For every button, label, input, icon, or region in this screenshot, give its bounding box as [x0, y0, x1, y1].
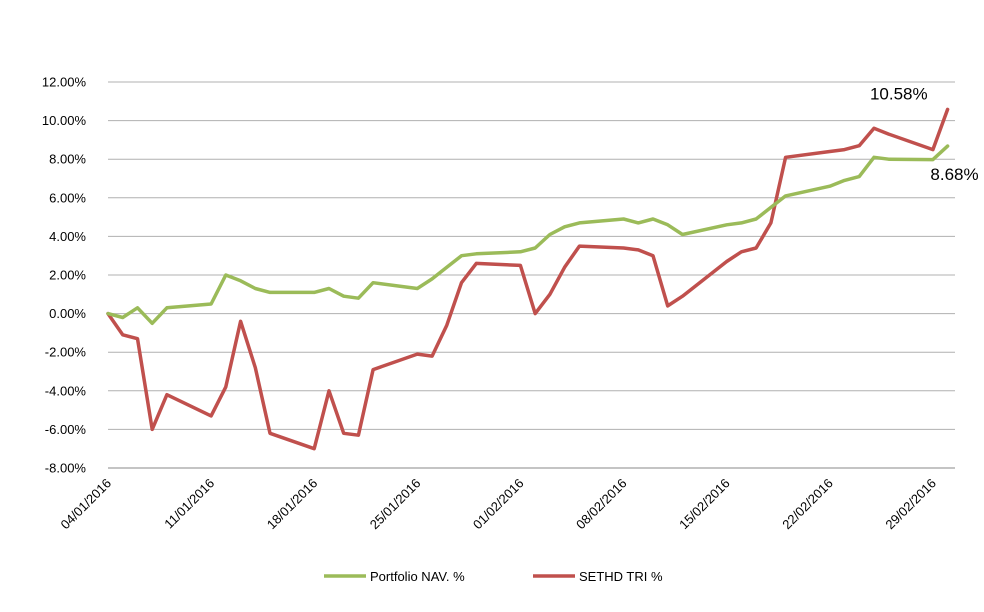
y-tick-label: 4.00%: [49, 229, 86, 244]
y-tick-label: -2.00%: [45, 345, 87, 360]
x-tick-label: 22/02/2016: [779, 476, 836, 533]
x-tick-label: 25/01/2016: [367, 476, 424, 533]
y-tick-label: 12.00%: [42, 75, 87, 90]
y-axis-tick-labels: 12.00% 10.00% 8.00% 6.00% 4.00% 2.00% 0.00% -2.…: [42, 75, 87, 476]
y-tick-label: 0.00%: [49, 306, 86, 321]
x-tick-label: 01/02/2016: [470, 476, 527, 533]
series-line-portfolio: [106, 144, 950, 326]
legend-label-sethd: SETHD TRI %: [579, 569, 663, 584]
y-tick-label: -6.00%: [45, 422, 87, 437]
x-tick-label: 11/01/2016: [161, 476, 217, 532]
legend: Portfolio NAV. % SETHD TRI %: [324, 569, 663, 584]
series-line-sethd: [106, 107, 950, 451]
annotation-portfolio-last: 8.68%: [930, 165, 978, 184]
gridlines: [108, 81, 955, 469]
series-lines: [106, 107, 950, 451]
x-tick-label: 15/02/2016: [676, 476, 733, 533]
legend-label-portfolio: Portfolio NAV. %: [370, 569, 465, 584]
annotation-sethd-last: 10.58%: [870, 84, 928, 103]
y-tick-label: 10.00%: [42, 113, 87, 128]
x-tick-label: 18/01/2016: [264, 476, 321, 533]
x-axis-tick-labels: 04/01/2016 11/01/2016 18/01/2016 25/01/2016…: [57, 476, 939, 533]
y-tick-label: 6.00%: [49, 190, 86, 205]
x-tick-label: 29/02/2016: [882, 476, 939, 533]
y-tick-label: 8.00%: [49, 152, 86, 167]
x-tick-label: 04/01/2016: [57, 476, 114, 533]
y-tick-label: -8.00%: [45, 461, 87, 476]
y-tick-label: 2.00%: [49, 268, 86, 283]
y-tick-label: -4.00%: [45, 383, 87, 398]
x-tick-label: 08/02/2016: [573, 476, 630, 533]
